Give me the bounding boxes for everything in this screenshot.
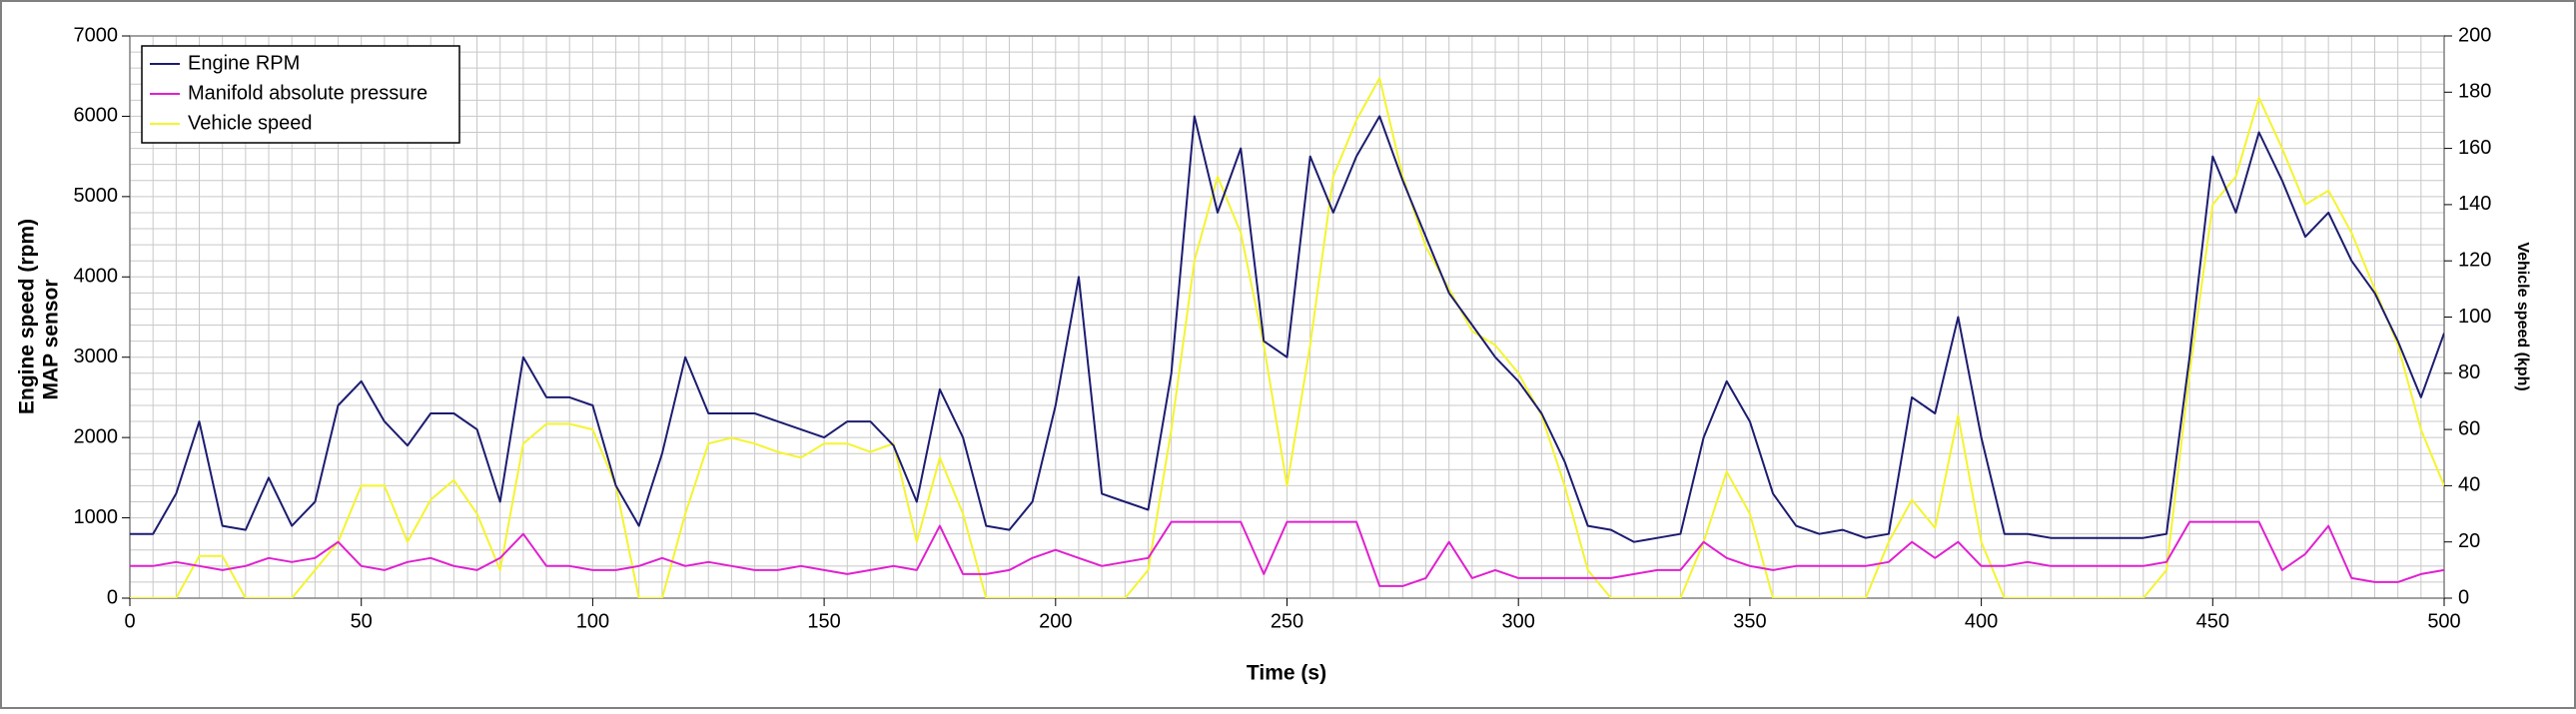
y2-tick-label: 40: [2458, 474, 2480, 496]
x-tick-label: 400: [1965, 610, 1998, 632]
y2-tick-label: 100: [2458, 306, 2491, 328]
y2-tick-label: 80: [2458, 361, 2480, 383]
y2-tick-label: 140: [2458, 193, 2491, 215]
y-tick-label: 1000: [74, 506, 119, 528]
y2-tick-label: 160: [2458, 137, 2491, 159]
y2-tick-label: 0: [2458, 586, 2469, 608]
legend-label: Manifold absolute pressure: [188, 82, 428, 104]
y-tick-label: 5000: [74, 185, 119, 207]
y-tick-label: 4000: [74, 266, 119, 288]
y2-tick-label: 180: [2458, 81, 2491, 103]
y-tick-label: 0: [107, 586, 118, 608]
x-tick-label: 50: [351, 610, 373, 632]
series-line: [130, 77, 2444, 598]
y-axis-label-secondary: MAP sensor: [40, 280, 63, 400]
y-axis-label: Engine speed (rpm): [16, 219, 39, 414]
x-tick-label: 100: [576, 610, 609, 632]
y-tick-label: 6000: [74, 105, 119, 127]
series-line: [130, 520, 2444, 587]
x-tick-label: 250: [1271, 610, 1303, 632]
y2-tick-label: 120: [2458, 249, 2491, 271]
x-tick-label: 300: [1502, 610, 1535, 632]
y2-tick-label: 200: [2458, 24, 2491, 46]
legend-label: Engine RPM: [188, 52, 300, 74]
x-tick-label: 350: [1733, 610, 1766, 632]
legend-label: Vehicle speed: [188, 112, 313, 134]
x-tick-label: 0: [124, 610, 135, 632]
legend-box: [141, 45, 460, 144]
x-tick-label: 200: [1039, 610, 1072, 632]
x-tick-label: 150: [807, 610, 840, 632]
y-tick-label: 3000: [74, 346, 119, 367]
x-tick-label: 500: [2427, 610, 2460, 632]
x-tick-label: 450: [2196, 610, 2229, 632]
x-axis-label: Time (s): [1247, 662, 1326, 685]
y2-axis-label: Vehicle speed (kph): [2514, 242, 2531, 390]
y-tick-label: 2000: [74, 425, 119, 447]
y2-tick-label: 20: [2458, 530, 2480, 552]
series-line: [130, 115, 2444, 543]
y2-tick-label: 60: [2458, 417, 2480, 439]
y-tick-label: 7000: [74, 24, 119, 46]
